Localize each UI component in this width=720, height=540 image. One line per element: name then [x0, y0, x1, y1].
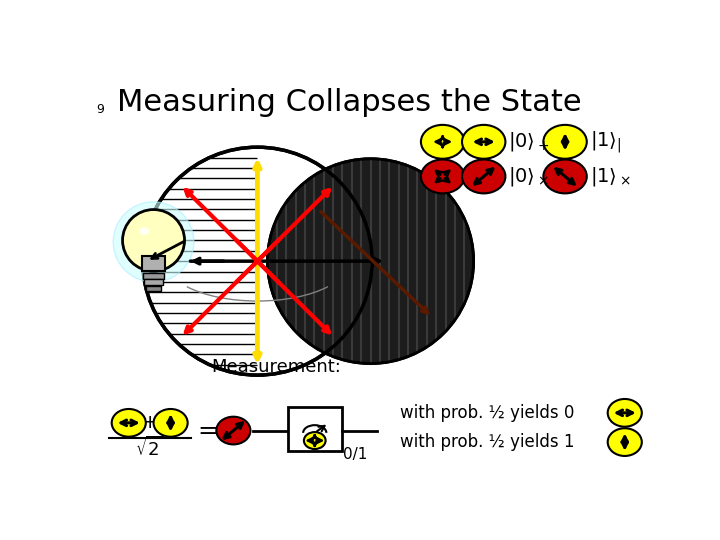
Text: $\sqrt{2}$: $\sqrt{2}$	[135, 436, 164, 460]
Bar	[144, 279, 163, 285]
Ellipse shape	[304, 432, 325, 449]
FancyBboxPatch shape	[287, 407, 342, 451]
Text: =: =	[197, 418, 218, 443]
Ellipse shape	[462, 125, 505, 159]
Text: +: +	[142, 413, 158, 433]
Text: $|1\rangle_\times$: $|1\rangle_\times$	[590, 165, 631, 188]
Text: Measurement:: Measurement:	[211, 357, 341, 376]
Ellipse shape	[216, 417, 251, 444]
Text: with prob. ½ yields 0: with prob. ½ yields 0	[400, 404, 575, 422]
Ellipse shape	[421, 159, 464, 193]
Ellipse shape	[139, 227, 150, 235]
Circle shape	[143, 147, 372, 375]
Ellipse shape	[608, 428, 642, 456]
Ellipse shape	[153, 409, 188, 437]
Text: $|0\rangle_\times$: $|0\rangle_\times$	[508, 165, 549, 188]
Bar	[142, 256, 165, 271]
Ellipse shape	[421, 125, 464, 159]
Circle shape	[122, 210, 184, 271]
Text: Measuring Collapses the State: Measuring Collapses the State	[117, 88, 582, 117]
Ellipse shape	[462, 159, 505, 193]
Bar	[145, 286, 161, 291]
Text: $|0\rangle_+$: $|0\rangle_+$	[508, 130, 550, 153]
Ellipse shape	[112, 409, 145, 437]
Circle shape	[267, 159, 474, 363]
Bar	[143, 273, 164, 279]
Text: 0/1: 0/1	[343, 447, 367, 462]
Text: 9: 9	[96, 103, 104, 116]
Text: $|1\rangle_{|}$: $|1\rangle_{|}$	[590, 129, 621, 154]
Ellipse shape	[544, 125, 587, 159]
Circle shape	[113, 202, 194, 282]
Ellipse shape	[608, 399, 642, 427]
Ellipse shape	[544, 159, 587, 193]
Text: with prob. ½ yields 1: with prob. ½ yields 1	[400, 433, 575, 451]
